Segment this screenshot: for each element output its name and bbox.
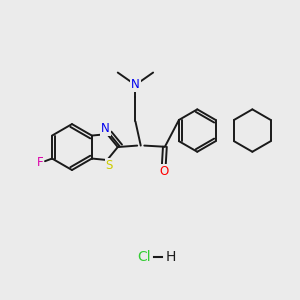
Text: Cl: Cl: [137, 250, 151, 265]
Text: F: F: [36, 157, 43, 169]
Text: N: N: [101, 122, 110, 135]
Text: H: H: [165, 250, 176, 265]
Text: N: N: [131, 78, 140, 92]
Text: O: O: [159, 165, 168, 178]
Text: S: S: [106, 159, 113, 172]
